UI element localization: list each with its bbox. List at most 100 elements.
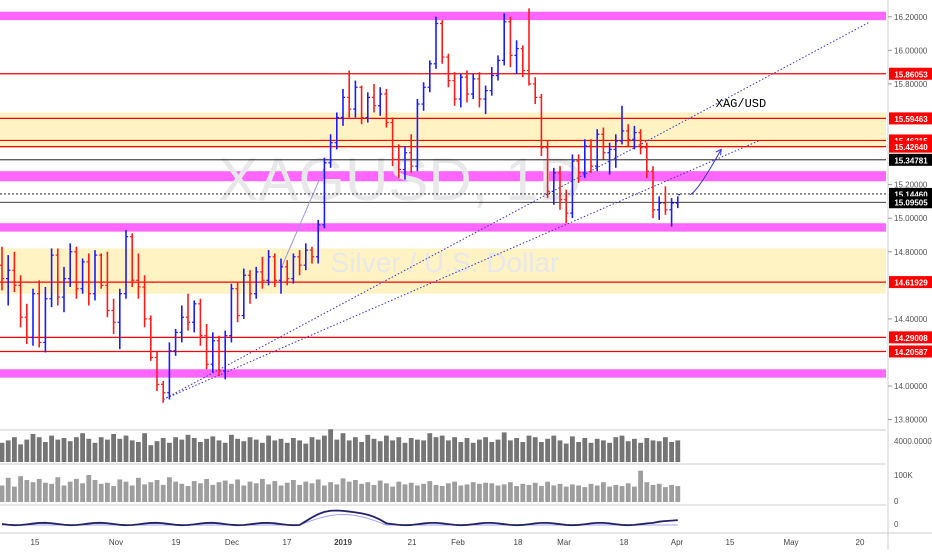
- second-panel-bar: [80, 483, 85, 502]
- ohlc-bar: [12, 251, 17, 293]
- trendlines-layer: [162, 21, 871, 400]
- volume-bar: [663, 437, 668, 462]
- second-panel-bar: [563, 486, 569, 502]
- ohlc-bar: [613, 134, 618, 168]
- volume-bar: [235, 438, 240, 462]
- ohlc-bar: [18, 275, 23, 328]
- ohlc-bar: [328, 134, 333, 168]
- ohlc-bar: [409, 134, 414, 173]
- volume-bar: [55, 439, 61, 462]
- price-level-tag: 15.86053: [889, 67, 932, 80]
- ohlc-bar: [464, 70, 470, 103]
- volume-bar: [371, 438, 377, 462]
- volume-bar: [43, 442, 48, 462]
- volume-bar: [582, 438, 588, 462]
- volume-bar: [619, 435, 625, 462]
- ohlc-bar: [316, 219, 321, 264]
- second-panel-bar: [384, 483, 389, 502]
- volume-bar: [421, 440, 426, 462]
- time-axis-label: Apr: [671, 538, 684, 547]
- ohlc-bar: [626, 124, 631, 147]
- ohlc-bars-layer[interactable]: [0, 8, 680, 403]
- price-level-tag-label: 14.29008: [894, 334, 928, 343]
- volume-bar: [545, 438, 550, 462]
- volume-bar: [390, 440, 395, 462]
- volume-bar: [495, 439, 501, 462]
- time-axis[interactable]: 15 Nov 19 Dec 17 2019 21 Feb 18 Mar 18 Apr 15 May 20: [0, 532, 932, 547]
- volume-bar: [241, 441, 247, 462]
- second-panel-bar: [253, 483, 259, 502]
- ohlc-bar: [669, 198, 674, 227]
- second-panel-bar: [210, 484, 216, 502]
- price-level-tag: 15.34781: [889, 153, 932, 166]
- second-panel-bar: [607, 486, 612, 502]
- volume-bar: [458, 442, 464, 462]
- price-level-tag-label: 15.14460: [894, 190, 928, 199]
- volume-bar: [477, 439, 482, 462]
- volume-bar: [191, 438, 197, 462]
- price-tick-label: 16.20000: [894, 13, 928, 22]
- second-panel-bar: [508, 482, 513, 502]
- volume-bar: [532, 437, 538, 462]
- ohlc-bar: [198, 298, 203, 346]
- second-panel-bar: [483, 482, 488, 502]
- second-panel-bar: [427, 481, 433, 502]
- price-level-tag-label: 15.42640: [894, 143, 928, 152]
- second-panel-bar: [669, 484, 674, 502]
- ohlc-bar: [92, 250, 98, 301]
- price-level-tag: 15.09505: [889, 196, 932, 209]
- volume-bar: [334, 439, 340, 462]
- ohlc-bar: [37, 280, 42, 348]
- second-panel-bar: [371, 484, 377, 502]
- price-level-tag-bg: [889, 196, 932, 209]
- second-panel-bar: [216, 482, 222, 502]
- second-panel-bar: [464, 484, 470, 502]
- second-panel-bar: [123, 481, 129, 502]
- second-panel-bar: [179, 483, 185, 502]
- second-panel-bar: [86, 475, 92, 502]
- volume-bar: [185, 434, 191, 462]
- volume-bar: [520, 442, 526, 462]
- second-panel-bar: [415, 485, 420, 502]
- volume-bar: [570, 436, 575, 462]
- second-panel-bar: [576, 485, 581, 502]
- second-panel-bar: [539, 486, 544, 502]
- volume-bar: [433, 437, 439, 462]
- ohlc-bar: [185, 293, 191, 331]
- volume-bar: [408, 438, 414, 462]
- second-panel-bar: [297, 484, 302, 502]
- zone-band: [0, 369, 886, 378]
- volume-bar: [18, 444, 23, 462]
- ohlc-bar: [297, 250, 302, 276]
- price-axis[interactable]: 16.20000 16.00000 15.80000 15.20000 15.00000…: [887, 0, 932, 550]
- time-axis-label: 18: [514, 538, 523, 547]
- volume-bar: [322, 435, 327, 462]
- ohlc-bar: [272, 253, 277, 288]
- second-panel-bar: [247, 481, 253, 502]
- price-level-tag: 14.29008: [889, 331, 932, 344]
- volume-bar: [253, 439, 259, 462]
- volume-bar: [576, 442, 581, 462]
- volume-bar: [427, 433, 433, 462]
- second-panel-bar: [588, 483, 594, 502]
- volume-bar: [98, 437, 104, 462]
- volume-bar: [222, 442, 228, 462]
- price-level-tag: 14.20587: [889, 345, 932, 358]
- second-panel-bar: [433, 484, 439, 502]
- ohlc-bar: [43, 287, 48, 353]
- second-panel-bar: [291, 480, 296, 502]
- volume-bar: [514, 438, 519, 462]
- time-axis-label: 15: [726, 538, 735, 547]
- second-panel-bar: [570, 484, 575, 502]
- volume-bar: [154, 441, 160, 462]
- second-panel-bar: [49, 483, 54, 502]
- price-level-tag: 15.59463: [889, 112, 932, 125]
- volume-bar: [204, 438, 209, 462]
- second-panel-bar: [55, 477, 61, 502]
- volume-bar: [86, 438, 92, 462]
- price-level-tag-bg: [889, 331, 932, 344]
- ohlc-bar: [644, 142, 649, 178]
- ohlc-bar: [130, 233, 135, 288]
- volume-bar: [148, 445, 154, 462]
